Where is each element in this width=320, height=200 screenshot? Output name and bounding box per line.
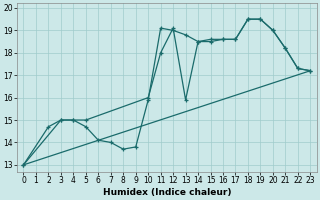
X-axis label: Humidex (Indice chaleur): Humidex (Indice chaleur): [103, 188, 231, 197]
